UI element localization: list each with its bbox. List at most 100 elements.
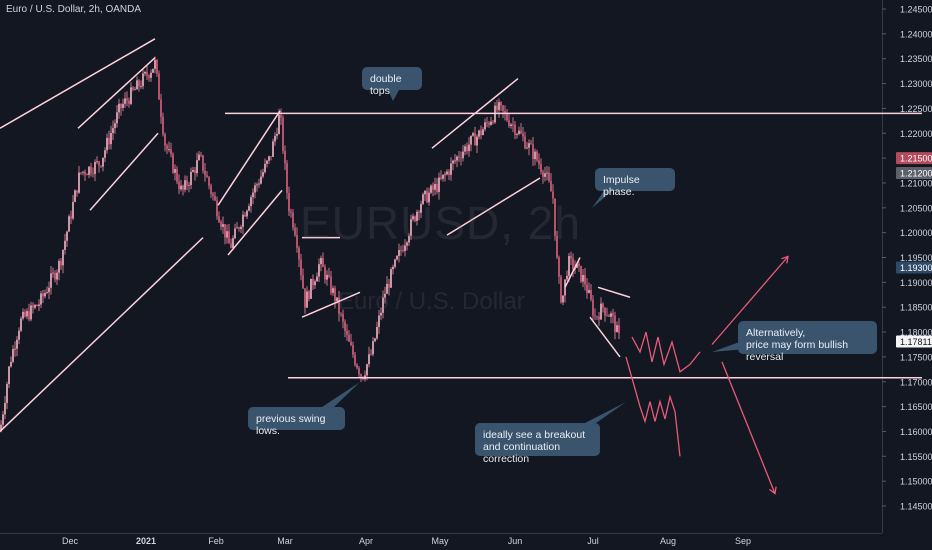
candle-body <box>586 284 588 293</box>
candle-body <box>584 275 586 285</box>
candle-body <box>84 171 86 175</box>
candle-body <box>248 206 250 211</box>
candle-body <box>168 149 170 150</box>
candle-body <box>136 80 138 90</box>
candle-body <box>418 211 420 213</box>
candle-body <box>370 354 372 356</box>
candle-body <box>414 216 416 221</box>
candle-body <box>110 133 112 145</box>
candle-body <box>312 278 314 286</box>
candle-body <box>334 288 336 301</box>
candle-body <box>314 281 316 286</box>
candle-body <box>522 133 524 137</box>
candle-body <box>166 145 168 150</box>
price-label: 1.19300 <box>900 263 932 273</box>
candle-body <box>308 291 310 299</box>
price-label-box <box>896 261 932 274</box>
candle-body <box>74 190 76 202</box>
y-tick-label: 1.14500 <box>900 502 932 512</box>
candle-body <box>410 219 412 236</box>
candle-body <box>366 364 368 376</box>
candle-body <box>196 160 198 174</box>
candle-body <box>530 143 532 145</box>
candle-body <box>64 240 66 250</box>
trendline <box>217 110 281 206</box>
candle-body <box>24 311 26 317</box>
candle-body <box>26 311 28 317</box>
candle-body <box>566 275 568 280</box>
arrowhead-up <box>781 255 789 264</box>
candle-body <box>294 227 296 236</box>
projection-path <box>625 356 681 457</box>
candle-body <box>416 211 418 221</box>
candle-body <box>94 161 96 174</box>
trendline <box>227 189 283 256</box>
candle-body <box>518 130 520 134</box>
candle-body <box>80 172 82 174</box>
candle-body <box>218 216 220 223</box>
candle-body <box>134 89 136 91</box>
candle-body <box>210 185 212 194</box>
candle-body <box>16 339 18 349</box>
candle-body <box>302 275 304 289</box>
candle-body <box>488 122 490 125</box>
candle-body <box>352 345 354 355</box>
candle-body <box>116 112 118 124</box>
candle-body <box>506 113 508 121</box>
y-tick-label: 1.19500 <box>900 253 932 263</box>
candle-body <box>510 124 512 127</box>
candle-body <box>278 114 280 134</box>
candle-body <box>478 130 480 137</box>
candle-body <box>114 123 116 129</box>
candle-body <box>388 283 390 288</box>
pointer-alternative <box>712 340 745 352</box>
candle-body <box>212 193 214 196</box>
candle-body <box>508 120 510 127</box>
candle-body <box>60 260 62 266</box>
candle-body <box>216 200 218 217</box>
candle-body <box>428 192 430 203</box>
candle-body <box>22 311 24 319</box>
candle-body <box>32 305 34 308</box>
watermark-symbol: EURUSD, 2h <box>300 197 581 249</box>
callout-impulse: Impulse phase. <box>595 168 675 198</box>
candle-body <box>66 231 68 241</box>
y-tick-label: 1.15500 <box>900 452 932 462</box>
candle-body <box>430 185 432 193</box>
candle-body <box>480 130 482 136</box>
candle-body <box>284 150 286 164</box>
candle-body <box>514 124 516 135</box>
candle-body <box>316 276 318 282</box>
pointer-breakout <box>585 402 626 423</box>
pointer-swing-lows <box>322 382 360 407</box>
candle-body <box>612 313 614 316</box>
candle-body <box>502 105 504 112</box>
y-tick-label: 1.20000 <box>900 228 932 238</box>
candle-body <box>286 163 288 193</box>
price-label: 1.21200 <box>900 169 932 179</box>
candle-body <box>444 174 446 176</box>
candle-body <box>256 184 258 186</box>
candle-body <box>162 116 164 135</box>
candle-body <box>120 103 122 109</box>
candle-body <box>230 243 232 248</box>
candle-body <box>304 288 306 308</box>
candle-body <box>542 171 544 177</box>
pointer-impulse <box>592 191 612 208</box>
candle-body <box>42 293 44 297</box>
candle-body <box>448 171 450 175</box>
candle-body <box>142 73 144 87</box>
candle-body <box>272 141 274 157</box>
candle-body <box>244 214 246 217</box>
candle-body <box>254 185 256 193</box>
candle-body <box>354 354 356 365</box>
candle-body <box>564 279 566 296</box>
candle-body <box>456 156 458 161</box>
projection-path <box>711 256 789 345</box>
price-label-box <box>896 152 932 165</box>
candle-body <box>538 160 540 165</box>
candle-body <box>594 315 596 317</box>
candle-body <box>348 334 350 342</box>
candle-body <box>14 348 16 350</box>
candle-body <box>8 366 10 385</box>
